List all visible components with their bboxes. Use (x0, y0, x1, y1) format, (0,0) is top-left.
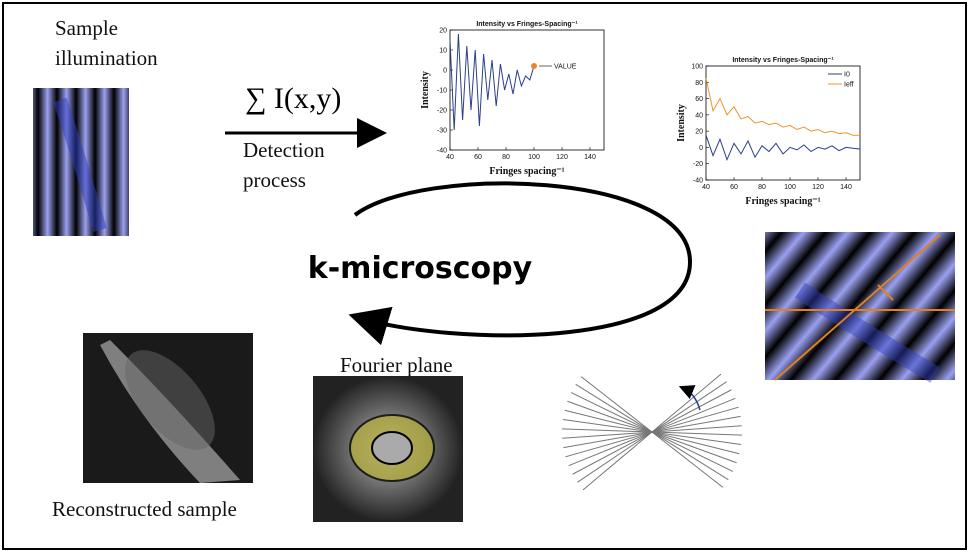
plot-title: Intensity vs Fringes-Spacing⁻¹ (732, 57, 834, 64)
y-axis-label: Intensity (676, 104, 687, 142)
y-tick-label: 10 (439, 48, 447, 55)
y-tick-label: 0 (699, 145, 703, 152)
x-tick-label: 60 (474, 154, 482, 161)
plot-area (450, 30, 604, 150)
angle-fan (562, 374, 742, 490)
y-tick-label: 100 (691, 64, 703, 71)
x-tick-label: 140 (584, 154, 596, 161)
y-tick-label: -30 (437, 128, 447, 135)
x-tick-label: 80 (758, 184, 766, 191)
y-axis-label: Intensity (420, 71, 431, 109)
x-tick-label: 40 (702, 184, 710, 191)
highlight-point (531, 63, 537, 69)
y-tick-label: 60 (695, 96, 703, 103)
label: Fourier plane (340, 353, 453, 377)
y-tick-label: -40 (437, 148, 447, 155)
plot: Intensity vs Fringes-Spacing⁻¹ Fringes sp… (420, 21, 604, 177)
diagram: Sampleillumination ∑ I(x,y) Detectionpro… (0, 0, 969, 552)
reconstructed-image (83, 333, 253, 483)
title: k-microscopy (308, 251, 533, 286)
x-tick-label: 40 (446, 154, 454, 161)
plot-area (706, 66, 860, 180)
label: Reconstructed sample (52, 497, 237, 521)
series-line (450, 34, 534, 130)
fourier-image (313, 376, 463, 522)
y-tick-label: 80 (695, 80, 703, 87)
y-tick-label: -10 (437, 88, 447, 95)
y-tick-label: -40 (693, 178, 703, 185)
y-tick-label: 20 (695, 129, 703, 136)
x-tick-label: 140 (840, 184, 852, 191)
series-line (706, 135, 860, 159)
stripes-image (765, 232, 955, 380)
plot: Intensity vs Fringes-Spacing⁻¹ Fringes sp… (676, 57, 860, 207)
y-tick-label: -20 (437, 108, 447, 115)
formula: ∑ I(x,y) (245, 82, 341, 115)
legend-label: Ieff (844, 82, 854, 89)
fan-line (581, 377, 723, 488)
x-tick-label: 120 (812, 184, 824, 191)
x-tick-label: 60 (730, 184, 738, 191)
y-tick-label: -20 (693, 161, 703, 168)
legend-label: I0 (844, 72, 850, 79)
x-axis-label: Fringes spacing⁻¹ (489, 166, 564, 177)
x-tick-label: 120 (556, 154, 568, 161)
x-axis-label: Fringes spacing⁻¹ (745, 196, 820, 207)
y-tick-label: 40 (695, 112, 703, 119)
x-tick-label: 100 (528, 154, 540, 161)
y-tick-label: 0 (443, 68, 447, 75)
plot-title: Intensity vs Fringes-Spacing⁻¹ (476, 21, 578, 28)
x-tick-label: 80 (502, 154, 510, 161)
series-line (706, 78, 860, 135)
y-tick-label: 20 (439, 28, 447, 35)
annotation: VALUE (554, 64, 577, 71)
x-tick-label: 100 (784, 184, 796, 191)
illumination-image (33, 88, 129, 236)
